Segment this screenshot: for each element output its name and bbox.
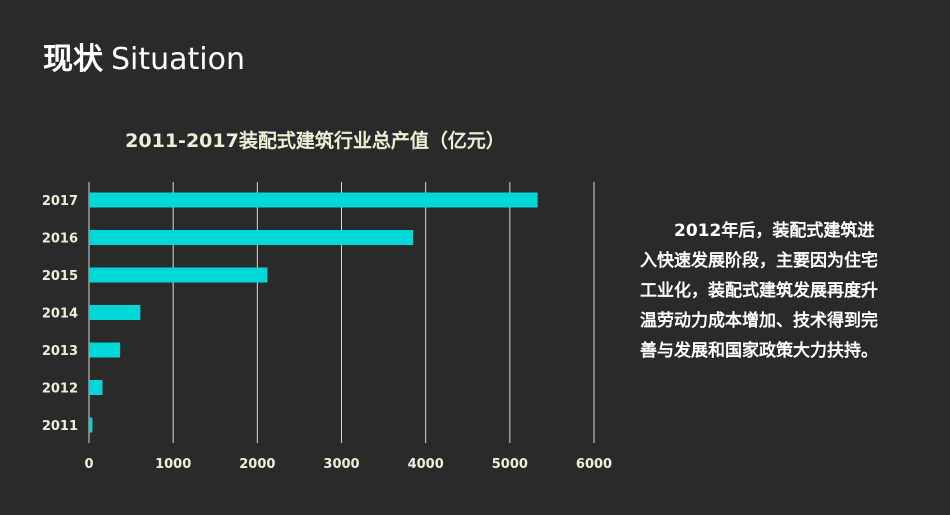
bar-2017	[89, 192, 538, 208]
bar-2012	[89, 380, 103, 395]
bar-2011	[89, 417, 93, 433]
bar-2015	[89, 267, 268, 283]
page-title-zh: 现状	[43, 42, 103, 77]
y-tick-label: 2011	[42, 419, 78, 434]
bar-2014	[89, 305, 141, 320]
chart-title: 2011-2017装配式建筑行业总产值（亿元）	[125, 130, 505, 152]
page-title-en: Situation	[111, 42, 246, 77]
x-tick-label: 1000	[155, 457, 191, 472]
x-tick-label: 4000	[408, 457, 444, 472]
x-tick-label: 5000	[492, 457, 528, 472]
x-tick-label: 3000	[323, 457, 359, 472]
bar-2013	[89, 342, 121, 358]
bar-2016	[89, 230, 414, 245]
x-tick-label: 2000	[239, 457, 275, 472]
y-tick-label: 2013	[42, 344, 78, 359]
y-tick-label: 2015	[42, 269, 78, 284]
x-tick-label: 6000	[576, 457, 612, 472]
x-tick-label: 0	[84, 457, 93, 472]
page-title: 现状 Situation	[43, 40, 245, 80]
y-tick-label: 2016	[42, 232, 78, 247]
description-text: 2012年后，装配式建筑进入快速发展阶段，主要因为住宅工业化，装配式建筑发展再度…	[640, 221, 878, 361]
y-tick-label: 2014	[42, 307, 78, 322]
y-tick-label: 2012	[42, 382, 78, 397]
y-tick-label: 2017	[42, 194, 78, 209]
